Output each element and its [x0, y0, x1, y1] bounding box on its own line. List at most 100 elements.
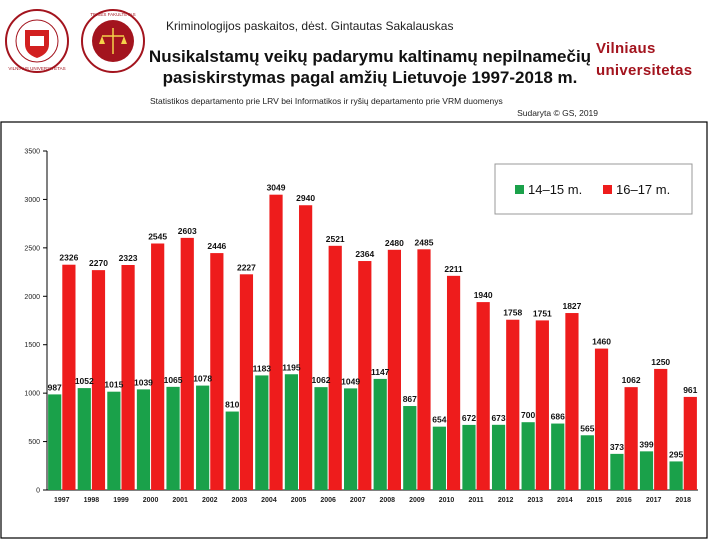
bar-16-17-1997 — [62, 264, 76, 490]
bar-14-15-2004 — [255, 375, 269, 490]
data-label: 2603 — [178, 226, 197, 236]
data-label: 1460 — [592, 337, 611, 347]
bar-14-15-2016 — [610, 453, 624, 490]
x-tick-label: 2015 — [587, 497, 603, 504]
x-tick-label: 2012 — [498, 497, 514, 504]
bar-16-17-2017 — [654, 368, 668, 490]
legend-label: 14–15 m. — [528, 182, 582, 197]
bar-16-17-2013 — [535, 320, 549, 490]
legend-swatch — [603, 185, 612, 194]
legend-swatch — [515, 185, 524, 194]
data-label: 2940 — [296, 193, 315, 203]
source-note: Statistikos departamento prie LRV bei In… — [150, 96, 503, 106]
x-tick-label: 2001 — [172, 497, 188, 504]
data-label: 2480 — [385, 238, 404, 248]
brand-logo: Vilniaus universitetas — [596, 38, 692, 82]
bar-14-15-2006 — [314, 387, 328, 490]
data-label: 961 — [683, 385, 697, 395]
bar-14-15-2001 — [166, 386, 180, 490]
x-tick-label: 2007 — [350, 497, 366, 504]
data-label: 295 — [669, 449, 683, 459]
x-tick-label: 2014 — [557, 497, 573, 504]
y-tick-label: 2500 — [24, 245, 40, 252]
brand-line2: universitetas — [596, 62, 693, 79]
data-label: 654 — [432, 415, 446, 425]
bar-16-17-2009 — [417, 249, 431, 490]
x-tick-label: 2004 — [261, 497, 277, 504]
bar-16-17-1998 — [91, 270, 106, 490]
legend-label: 16–17 m. — [616, 182, 670, 197]
data-label: 1062 — [312, 375, 331, 385]
university-seal-icon: VILNIAUS UNIVERSITETAS — [5, 9, 69, 73]
data-label: 1183 — [253, 363, 272, 373]
chart-container: 0 500 1000 1500 2000 2500 3000 3500 1997 1998 1999… — [0, 120, 710, 540]
bar-14-15-1998 — [77, 388, 91, 490]
data-label: 700 — [521, 410, 535, 420]
bar-16-17-1999 — [121, 265, 135, 490]
bar-16-17-2000 — [151, 243, 165, 490]
bar-chart: 0 500 1000 1500 2000 2500 3000 3500 1997 1998 1999… — [0, 121, 708, 539]
bar-16-17-2014 — [565, 313, 579, 490]
data-label: 2364 — [355, 249, 374, 259]
data-label: 565 — [580, 423, 594, 433]
data-label: 2227 — [237, 262, 256, 272]
x-tick-label: 2008 — [380, 497, 396, 504]
data-label: 987 — [48, 382, 62, 392]
x-tick-label: 2016 — [616, 497, 632, 504]
data-label: 1751 — [533, 308, 552, 318]
course-header: Kriminologijos paskaitos, dėst. Gintauta… — [166, 19, 454, 33]
data-label: 2326 — [59, 253, 78, 263]
bar-16-17-2011 — [476, 302, 490, 490]
data-label: 672 — [462, 413, 476, 423]
bar-14-15-2002 — [196, 385, 210, 490]
x-tick-label: 2005 — [291, 497, 307, 504]
bar-14-15-2010 — [432, 426, 446, 490]
bar-14-15-2018 — [669, 461, 683, 490]
bar-16-17-2003 — [239, 274, 254, 490]
data-label: 867 — [403, 394, 417, 404]
x-tick-label: 2013 — [527, 497, 543, 504]
brand-line1: Vilniaus — [596, 40, 656, 57]
bar-14-15-2013 — [521, 422, 535, 490]
data-label: 810 — [225, 400, 239, 410]
data-label: 1250 — [651, 357, 670, 367]
bar-16-17-2002 — [210, 253, 224, 490]
credit-note: Sudaryta © GS, 2019 — [517, 108, 598, 118]
data-label: 373 — [610, 442, 624, 452]
bar-14-15-2000 — [136, 389, 151, 490]
data-label: 2270 — [89, 258, 108, 268]
data-label: 3049 — [267, 183, 286, 193]
data-label: 2545 — [148, 231, 167, 241]
data-label: 2323 — [119, 253, 138, 263]
data-label: 1758 — [503, 308, 522, 318]
data-label: 1049 — [341, 376, 360, 386]
data-label: 2521 — [326, 234, 345, 244]
bar-16-17-2005 — [299, 205, 313, 490]
university-seal-text: VILNIAUS UNIVERSITETAS — [8, 66, 65, 71]
bar-16-17-2006 — [328, 245, 342, 490]
y-tick-label: 1000 — [24, 391, 40, 398]
x-tick-label: 2011 — [468, 497, 483, 504]
y-tick-label: 1500 — [24, 342, 40, 349]
bar-16-17-2018 — [683, 396, 697, 490]
page-title: Nusikalstamų veikų padarymu kaltinamų ne… — [120, 46, 620, 88]
bar-14-15-2003 — [225, 411, 239, 490]
data-label: 1062 — [622, 375, 641, 385]
x-tick-label: 2002 — [202, 497, 218, 504]
bar-14-15-2007 — [344, 388, 358, 490]
bar-16-17-2015 — [594, 348, 609, 490]
faculty-seal-text: TEISĖS FAKULTETAS — [90, 11, 135, 17]
x-tick-label: 1998 — [84, 497, 100, 504]
title-line1: Nusikalstamų veikų padarymu kaltinamų ne… — [148, 47, 592, 66]
bar-14-15-2015 — [580, 435, 594, 490]
data-label: 1065 — [164, 375, 183, 385]
x-tick-label: 2000 — [143, 497, 159, 504]
x-tick-label: 2018 — [675, 497, 691, 504]
bar-14-15-2005 — [284, 374, 299, 490]
data-label: 1940 — [474, 290, 493, 300]
title-line2: pasiskirstymas pagal amžių Lietuvoje 199… — [162, 68, 578, 87]
bar-16-17-2016 — [624, 387, 638, 490]
bar-14-15-2012 — [491, 424, 506, 490]
data-label: 1078 — [193, 374, 212, 384]
bar-16-17-2007 — [358, 261, 372, 490]
